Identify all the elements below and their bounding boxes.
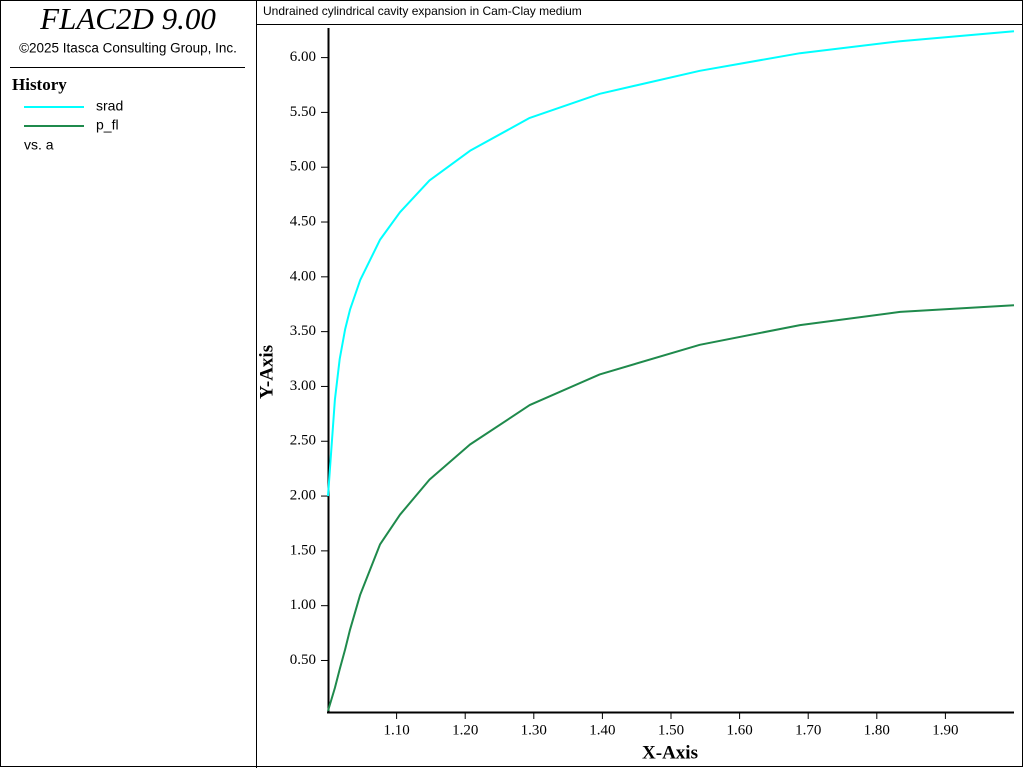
y-tick-label: 5.00 — [290, 159, 316, 175]
x-axis-label: X-Axis — [642, 742, 698, 763]
app-title: FLAC2D 9.00 — [39, 1, 216, 36]
series-line — [327, 304, 1015, 712]
x-tick-label: 1.80 — [864, 722, 890, 738]
x-tick-label: 1.90 — [932, 722, 958, 738]
y-tick-label: 4.00 — [290, 268, 316, 284]
y-tick-label: 1.50 — [290, 542, 316, 558]
x-tick-label: 1.50 — [658, 722, 684, 738]
y-tick-label: 2.00 — [290, 487, 316, 503]
y-tick-label: 0.50 — [290, 652, 316, 668]
y-tick-label: 3.00 — [290, 378, 316, 394]
y-tick-label: 4.50 — [290, 213, 316, 229]
y-axis-label: Y-Axis — [256, 345, 277, 399]
chart-title: Undrained cylindrical cavity expansion i… — [263, 4, 582, 18]
series-line — [327, 30, 1015, 497]
x-tick-label: 1.60 — [726, 722, 752, 738]
y-tick-label: 6.00 — [290, 49, 316, 65]
legend-heading: History — [12, 75, 67, 94]
legend-label: p_fl — [96, 117, 119, 133]
y-tick-label: 3.50 — [290, 323, 316, 339]
y-tick-label: 5.50 — [290, 104, 316, 120]
y-tick-label: 2.50 — [290, 433, 316, 449]
copyright: ©2025 Itasca Consulting Group, Inc. — [19, 41, 237, 56]
legend-label: srad — [96, 98, 123, 114]
x-tick-label: 1.30 — [521, 722, 547, 738]
x-tick-label: 1.40 — [589, 722, 615, 738]
x-tick-label: 1.10 — [383, 722, 409, 738]
x-tick-label: 1.70 — [795, 722, 821, 738]
legend-vs: vs. a — [24, 137, 54, 153]
y-tick-label: 1.00 — [290, 597, 316, 613]
x-tick-label: 1.20 — [452, 722, 478, 738]
